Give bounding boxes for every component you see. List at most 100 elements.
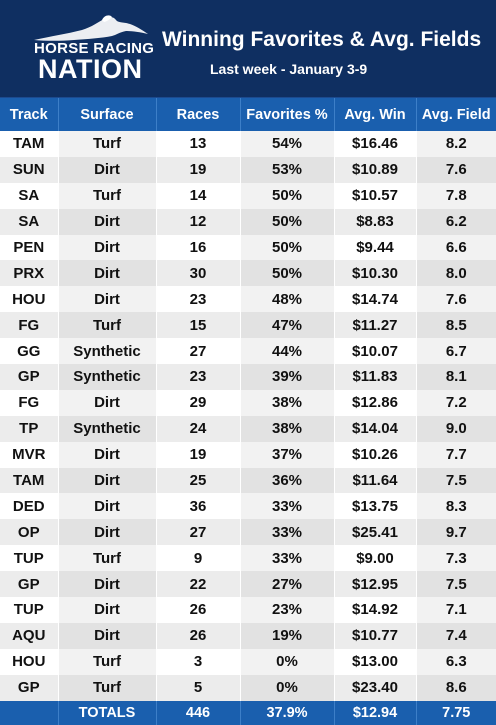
cell-surface: Dirt (58, 493, 157, 520)
table-row: TP Synthetic 24 38% $14.04 9.0 (0, 415, 496, 442)
cell-races: 24 (156, 415, 241, 442)
cell-track: HOU (0, 648, 59, 675)
cell-track: SA (0, 208, 59, 235)
cell-avg-win: $14.04 (334, 415, 417, 442)
cell-avg-win: $12.95 (334, 571, 417, 598)
column-header-races: Races (156, 98, 241, 131)
totals-row: TOTALS 446 37.9% $12.94 7.75 (0, 700, 496, 725)
cell-track: GG (0, 338, 59, 365)
cell-track: FG (0, 389, 59, 416)
cell-favorites-pct: 50% (240, 234, 335, 261)
cell-surface: Synthetic (58, 415, 157, 442)
cell-favorites-pct: 33% (240, 545, 335, 572)
table-body: TAM Turf 13 54% $16.46 8.2 SUN Dirt 19 53% $10.89 7… (0, 131, 496, 701)
cell-surface: Dirt (58, 597, 157, 623)
cell-favorites-pct: 19% (240, 622, 335, 649)
totals-cell-track (0, 700, 59, 725)
cell-races: 27 (156, 338, 241, 365)
page-subtitle: Last week - January 3-9 (210, 61, 368, 77)
cell-surface: Dirt (58, 260, 157, 287)
cell-track: TUP (0, 597, 59, 623)
cell-avg-field: 9.0 (416, 415, 496, 442)
cell-surface: Dirt (58, 156, 157, 183)
cell-races: 23 (156, 286, 241, 313)
logo-line2: NATION (38, 54, 143, 84)
cell-avg-field: 6.3 (416, 648, 496, 675)
cell-races: 26 (156, 622, 241, 649)
cell-track: TAM (0, 131, 59, 157)
cell-track: OP (0, 519, 59, 546)
totals-races: 446 (156, 700, 241, 725)
table-row: SA Turf 14 50% $10.57 7.8 (0, 182, 496, 209)
cell-surface: Synthetic (58, 338, 157, 365)
cell-avg-win: $10.57 (334, 182, 417, 209)
cell-surface: Turf (58, 312, 157, 339)
cell-surface: Dirt (58, 622, 157, 649)
cell-avg-win: $23.40 (334, 674, 417, 701)
table-row: PEN Dirt 16 50% $9.44 6.6 (0, 234, 496, 261)
cell-track: TP (0, 415, 59, 442)
cell-avg-win: $10.30 (334, 260, 417, 287)
cell-track: SA (0, 182, 59, 209)
cell-avg-field: 7.4 (416, 622, 496, 649)
cell-races: 27 (156, 519, 241, 546)
cell-track: GP (0, 364, 59, 390)
table-row: DED Dirt 36 33% $13.75 8.3 (0, 493, 496, 520)
cell-avg-field: 7.6 (416, 156, 496, 183)
cell-avg-field: 6.2 (416, 208, 496, 235)
cell-avg-win: $10.26 (334, 441, 417, 468)
column-header-favorites-pct: Favorites % (240, 98, 335, 131)
table-header-row: Track Surface Races Favorites % Avg. Win… (0, 98, 496, 131)
cell-track: TAM (0, 467, 59, 494)
cell-track: SUN (0, 156, 59, 183)
totals-label: TOTALS (58, 700, 157, 725)
page-title: Winning Favorites & Avg. Fields (162, 28, 482, 51)
cell-track: PEN (0, 234, 59, 261)
cell-track: TUP (0, 545, 59, 572)
cell-favorites-pct: 38% (240, 415, 335, 442)
cell-avg-field: 8.0 (416, 260, 496, 287)
cell-avg-field: 7.2 (416, 389, 496, 416)
cell-favorites-pct: 33% (240, 519, 335, 546)
column-header-surface: Surface (58, 98, 157, 131)
cell-avg-field: 7.3 (416, 545, 496, 572)
cell-avg-field: 6.6 (416, 234, 496, 261)
cell-races: 3 (156, 648, 241, 675)
cell-surface: Turf (58, 545, 157, 572)
cell-races: 36 (156, 493, 241, 520)
cell-races: 19 (156, 441, 241, 468)
cell-avg-field: 7.8 (416, 182, 496, 209)
cell-avg-win: $11.83 (334, 364, 417, 390)
cell-favorites-pct: 50% (240, 182, 335, 209)
cell-avg-field: 8.1 (416, 364, 496, 390)
cell-avg-win: $10.07 (334, 338, 417, 365)
cell-surface: Dirt (58, 389, 157, 416)
cell-surface: Turf (58, 648, 157, 675)
cell-surface: Turf (58, 674, 157, 701)
table-row: PRX Dirt 30 50% $10.30 8.0 (0, 260, 496, 287)
cell-surface: Dirt (58, 286, 157, 313)
cell-races: 19 (156, 156, 241, 183)
cell-avg-win: $9.44 (334, 234, 417, 261)
table-row: GP Turf 5 0% $23.40 8.6 (0, 674, 496, 701)
cell-surface: Dirt (58, 467, 157, 494)
cell-favorites-pct: 47% (240, 312, 335, 339)
cell-avg-field: 7.6 (416, 286, 496, 313)
cell-avg-field: 7.5 (416, 571, 496, 598)
cell-surface: Dirt (58, 208, 157, 235)
cell-races: 14 (156, 182, 241, 209)
cell-avg-field: 7.7 (416, 441, 496, 468)
table-row: TUP Dirt 26 23% $14.92 7.1 (0, 597, 496, 623)
cell-avg-win: $9.00 (334, 545, 417, 572)
table-row: GP Synthetic 23 39% $11.83 8.1 (0, 364, 496, 390)
cell-track: DED (0, 493, 59, 520)
cell-track: FG (0, 312, 59, 339)
cell-avg-win: $11.64 (334, 467, 417, 494)
cell-avg-field: 7.5 (416, 467, 496, 494)
column-header-avg-win: Avg. Win (334, 98, 417, 131)
cell-favorites-pct: 0% (240, 674, 335, 701)
cell-avg-win: $12.86 (334, 389, 417, 416)
cell-races: 12 (156, 208, 241, 235)
cell-avg-win: $13.75 (334, 493, 417, 520)
table-row: TUP Turf 9 33% $9.00 7.3 (0, 545, 496, 572)
